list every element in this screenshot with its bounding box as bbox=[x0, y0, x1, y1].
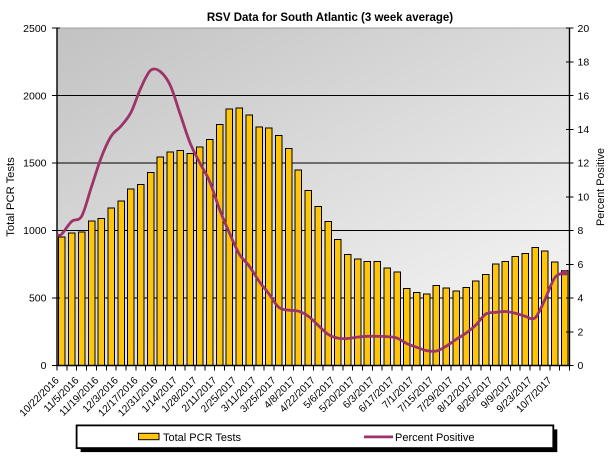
svg-text:1500: 1500 bbox=[23, 158, 47, 170]
svg-text:18: 18 bbox=[578, 57, 590, 69]
svg-text:0: 0 bbox=[578, 360, 584, 372]
svg-text:500: 500 bbox=[29, 293, 47, 305]
svg-text:8: 8 bbox=[578, 225, 584, 237]
svg-text:Total PCR Tests: Total PCR Tests bbox=[5, 157, 17, 237]
svg-text:16: 16 bbox=[578, 90, 590, 102]
svg-text:10: 10 bbox=[578, 191, 590, 203]
svg-text:14: 14 bbox=[578, 124, 590, 136]
svg-text:2: 2 bbox=[578, 326, 584, 338]
svg-text:Percent Positive: Percent Positive bbox=[395, 432, 474, 444]
svg-text:6: 6 bbox=[578, 259, 584, 271]
svg-text:Percent Positive: Percent Positive bbox=[595, 148, 607, 226]
svg-text:RSV Data for South Atlantic (3: RSV Data for South Atlantic (3 week aver… bbox=[207, 12, 453, 24]
svg-text:2000: 2000 bbox=[23, 90, 47, 102]
svg-text:1000: 1000 bbox=[23, 225, 47, 237]
svg-text:2500: 2500 bbox=[23, 23, 47, 35]
svg-text:0: 0 bbox=[41, 360, 47, 372]
svg-text:Total PCR Tests: Total PCR Tests bbox=[163, 432, 242, 444]
svg-text:20: 20 bbox=[578, 23, 590, 35]
svg-text:4: 4 bbox=[578, 293, 584, 305]
svg-text:12: 12 bbox=[578, 158, 590, 170]
